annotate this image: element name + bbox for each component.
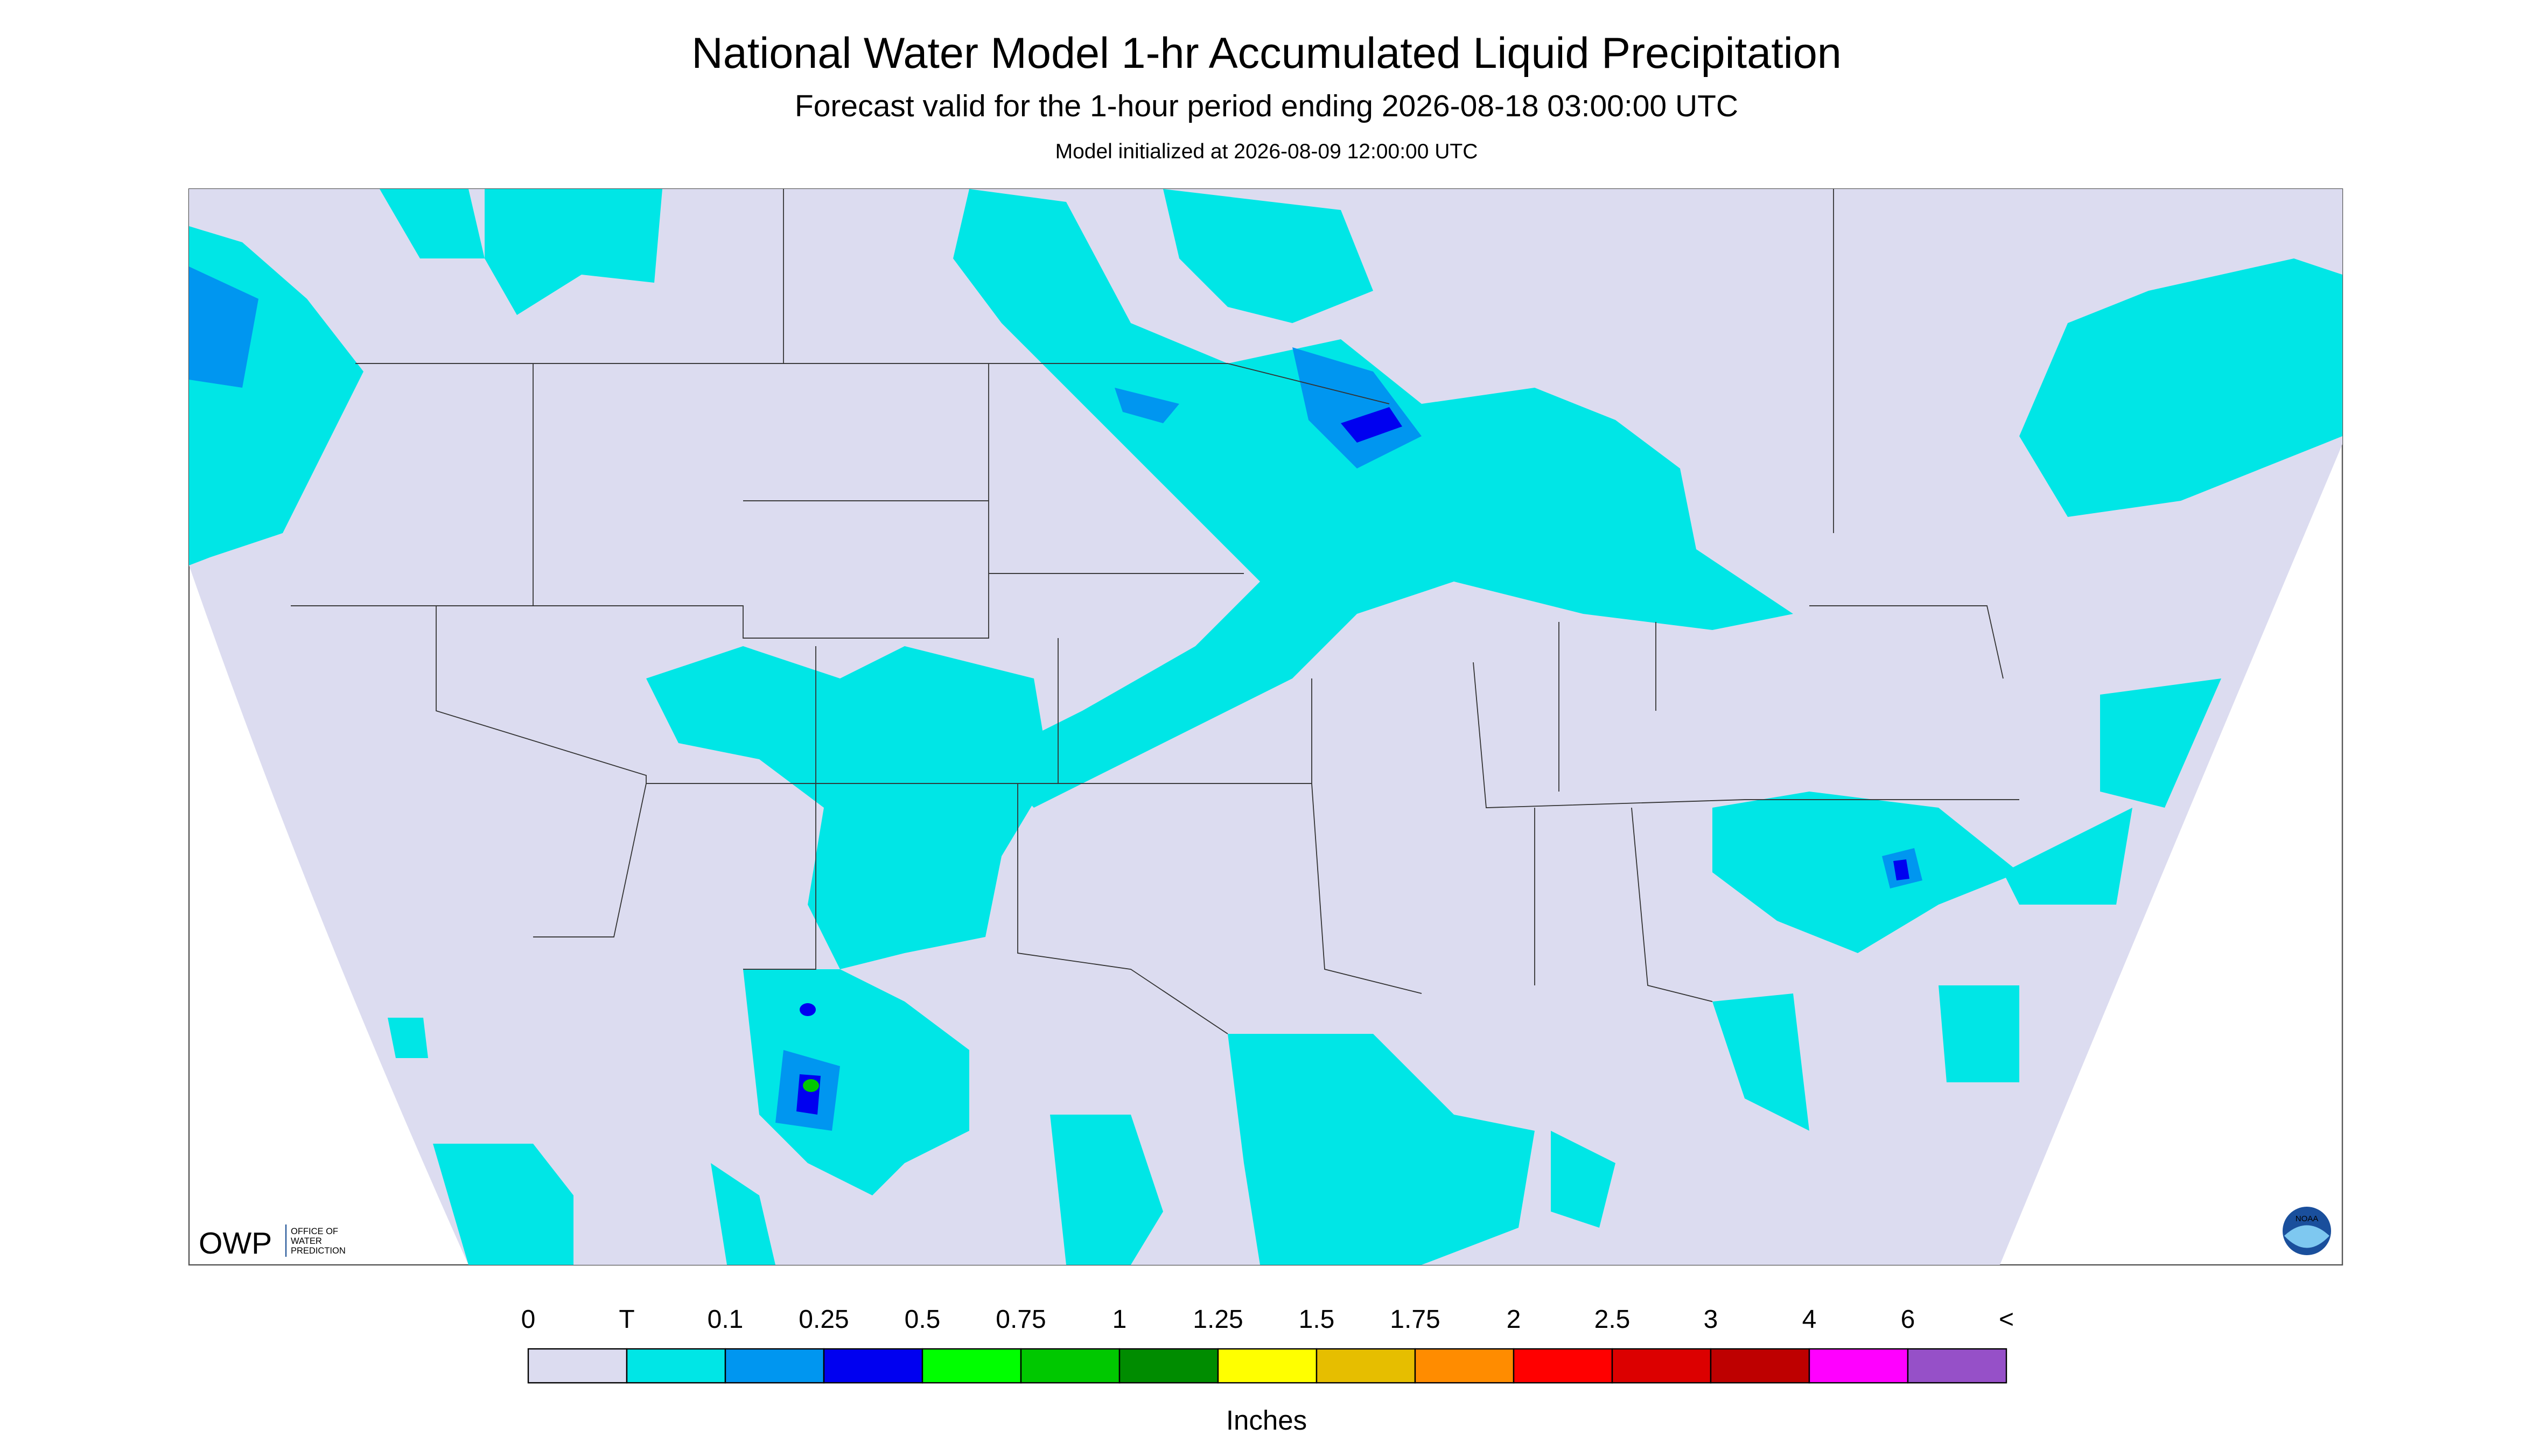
owp-name: WATER <box>291 1236 322 1246</box>
owp-name: OFFICE OF <box>291 1227 338 1236</box>
owp-name: PREDICTION <box>291 1246 346 1256</box>
legend-label: < <box>1999 1305 2014 1334</box>
legend-label: 2 <box>1507 1305 1521 1334</box>
subtitle: Forecast valid for the 1-hour period end… <box>795 89 1738 123</box>
legend-swatch <box>1710 1348 1810 1384</box>
legend-label: 0 <box>521 1305 536 1334</box>
legend-swatch <box>527 1348 628 1384</box>
legend-label: T <box>619 1305 634 1334</box>
precip-area <box>743 969 969 1196</box>
legend-label: 1.75 <box>1390 1305 1440 1334</box>
precip-area <box>1712 792 2019 954</box>
precip-area <box>388 1018 775 1265</box>
legend-swatch <box>1118 1348 1219 1384</box>
init-time: Model initialized at 2026-08-09 12:00:00… <box>1055 140 1478 163</box>
precip-area <box>953 189 1793 808</box>
precip-area <box>189 267 258 388</box>
precip-area <box>1163 189 1373 324</box>
state-borders <box>291 189 2019 1034</box>
legend-swatch <box>1513 1348 1613 1384</box>
precip-area <box>1050 1115 1163 1265</box>
legend-label: 1.25 <box>1193 1305 1243 1334</box>
legend-label: 0.75 <box>996 1305 1046 1334</box>
precip-area <box>2003 678 2221 905</box>
legend-label: 3 <box>1704 1305 1718 1334</box>
legend-swatch <box>921 1348 1022 1384</box>
precip-area <box>800 1003 816 1017</box>
legend-swatch <box>1316 1348 1416 1384</box>
legend-swatch <box>1611 1348 1712 1384</box>
precip-areas-intense <box>796 407 1909 1115</box>
legend-label: 1.5 <box>1299 1305 1335 1334</box>
legend-swatch <box>724 1348 825 1384</box>
map-panel: OWP OFFICE OF WATER PREDICTION NOAA <box>188 188 2343 1266</box>
precip-area <box>2019 258 2342 517</box>
legend-label: 2.5 <box>1594 1305 1631 1334</box>
precip-area <box>1712 985 2019 1131</box>
legend-label: 6 <box>1901 1305 1915 1334</box>
precip-area <box>1228 1034 1615 1265</box>
legend: 0 T 0.1 0.25 0.5 0.75 1 1.25 1.5 1.75 2 2.5 3 4 6 < <box>521 1305 2014 1384</box>
precip-areas <box>189 189 2342 1265</box>
noaa-logo: NOAA <box>2283 1207 2331 1256</box>
model-domain <box>189 189 2342 1265</box>
legend-swatch <box>1217 1348 1318 1384</box>
legend-swatch <box>1907 1348 2007 1384</box>
noaa-text: NOAA <box>2296 1214 2319 1223</box>
noaa-wave <box>2284 1225 2329 1248</box>
legend-label: 4 <box>1802 1305 1817 1334</box>
precip-area <box>1115 347 1422 469</box>
legend-swatch <box>1808 1348 1909 1384</box>
precip-area <box>380 189 662 316</box>
legend-swatch <box>1414 1348 1515 1384</box>
legend-swatch <box>626 1348 726 1384</box>
title: National Water Model 1-hr Accumulated Li… <box>691 29 1842 78</box>
legend-label: 0.5 <box>905 1305 941 1334</box>
legend-label: 0.25 <box>799 1305 849 1334</box>
legend-swatch <box>1020 1348 1121 1384</box>
precip-areas-heavy <box>189 267 1922 1131</box>
legend-label: 0.1 <box>708 1305 744 1334</box>
owp-logo: OWP OFFICE OF WATER PREDICTION <box>199 1224 346 1261</box>
legend-unit: Inches <box>1226 1405 1307 1436</box>
owp-mark: OWP <box>199 1226 272 1261</box>
legend-label: 1 <box>1112 1305 1127 1334</box>
legend-swatch <box>823 1348 923 1384</box>
precip-area <box>646 646 1050 970</box>
precip-area <box>803 1079 819 1093</box>
